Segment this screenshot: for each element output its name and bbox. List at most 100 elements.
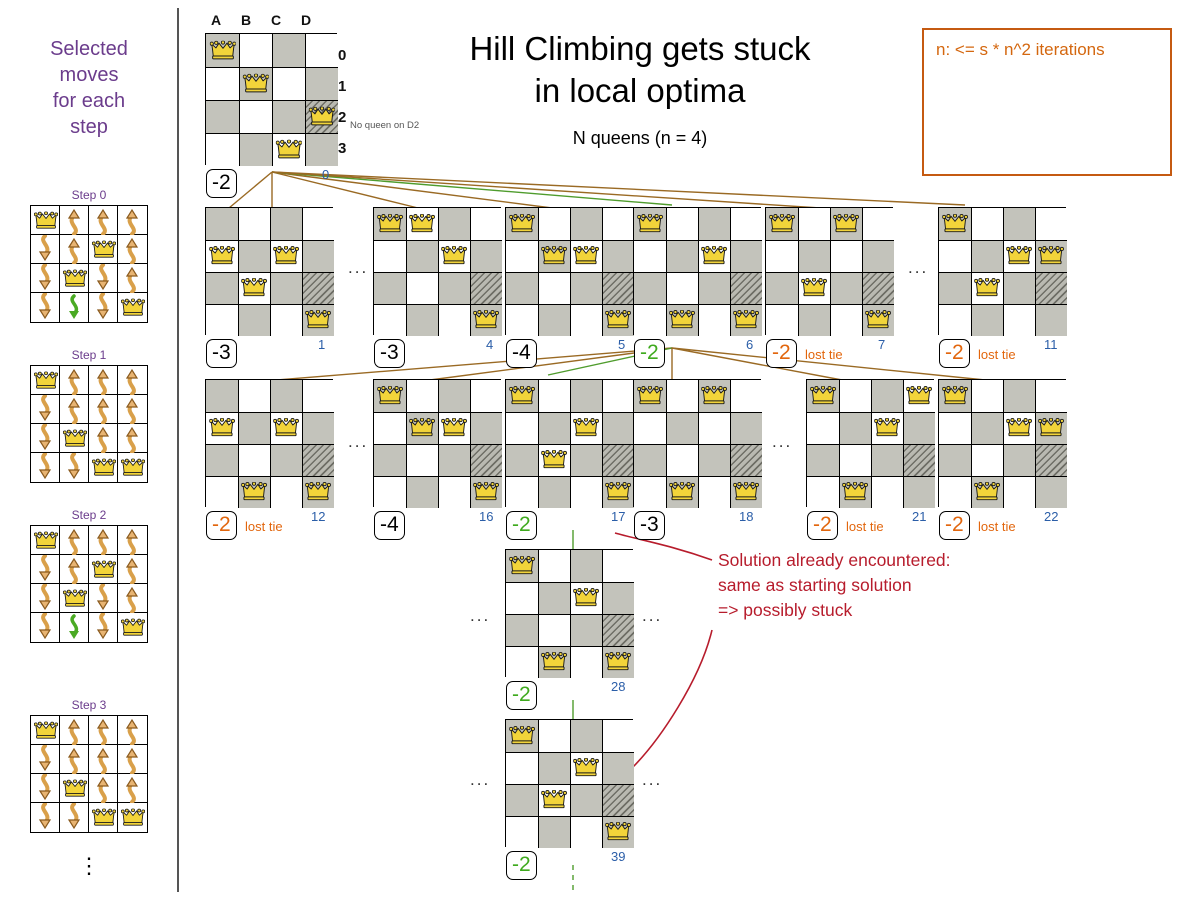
board-cell [538, 550, 570, 582]
queen-icon [810, 386, 836, 405]
queen-icon [409, 214, 435, 233]
sidebar-title-line-1: moves [59, 64, 119, 86]
candidate-move [60, 235, 89, 265]
board-cell [862, 208, 894, 240]
sidebar-step-3[interactable]: Step 3 [0, 698, 178, 833]
board-cell-blocked [602, 444, 634, 476]
board-cell [1003, 272, 1035, 304]
board-cell-blocked [1035, 272, 1067, 304]
queen-piece [506, 208, 538, 240]
candidate-move [60, 716, 89, 746]
queen-piece [971, 476, 1003, 508]
board-cell-blocked [302, 272, 334, 304]
queen-icon [209, 246, 235, 265]
move-arrow-icon [38, 292, 52, 320]
ellipsis: ... [470, 770, 491, 789]
chess-board [633, 207, 762, 336]
move-arrow-icon [125, 747, 139, 775]
grid-line [807, 476, 935, 477]
board-cell [206, 272, 238, 304]
board-cell [807, 476, 839, 508]
annotation-line-2: same as starting solution [718, 575, 912, 595]
queen-piece [438, 412, 470, 444]
queen-icon [541, 450, 567, 469]
queen-piece [971, 272, 1003, 304]
annotation-line-3: => possibly stuck [718, 600, 853, 620]
queen-piece [730, 476, 762, 508]
node-index: 7 [878, 337, 886, 352]
sidebar-title: Selected moves for each step [0, 36, 178, 140]
row-header-3: 3 [338, 140, 347, 157]
row-header-2: 2 [338, 109, 347, 126]
board-cell [1035, 476, 1067, 508]
board-cell [538, 412, 570, 444]
queen-piece [939, 208, 971, 240]
sidebar-step-1[interactable]: Step 1 [0, 348, 178, 483]
sidebar-step-2[interactable]: Step 2 [0, 508, 178, 643]
move-arrow-icon [67, 747, 81, 775]
candidate-move [31, 423, 60, 453]
board-cell [1003, 380, 1035, 412]
queen-icon [441, 418, 467, 437]
board-cell [698, 476, 730, 508]
board-cell [374, 272, 406, 304]
board-cell [862, 240, 894, 272]
mini-queen-piece [89, 555, 118, 584]
move-arrow-icon [38, 394, 52, 422]
mini-queen-piece [118, 803, 147, 832]
candidate-move [31, 234, 60, 264]
board-cell [570, 550, 602, 582]
lost-tie-tag: lost tie [978, 519, 1016, 534]
chess-board [373, 379, 502, 508]
board-cell [506, 752, 538, 784]
queen-icon [769, 214, 795, 233]
board-cell [830, 272, 862, 304]
score-badge: -3 [206, 339, 237, 368]
queen-icon [509, 556, 535, 575]
blocked-cell-note: No queen on D2 [350, 120, 420, 131]
queen-piece [374, 380, 406, 412]
board-cell [634, 272, 666, 304]
queen-piece [470, 304, 502, 336]
queen-icon [733, 310, 759, 329]
queen-icon [605, 482, 631, 501]
sidebar-title-line-0: Selected [50, 38, 128, 60]
board-cell [438, 272, 470, 304]
queen-piece [939, 380, 971, 412]
board-cell [270, 476, 302, 508]
ellipsis: ... [642, 770, 663, 789]
move-arrow-icon [125, 718, 139, 746]
board-cell [374, 304, 406, 336]
board-cell [406, 240, 438, 272]
queen-piece [698, 240, 730, 272]
queen-piece [270, 412, 302, 444]
selected-move-arrow-icon [69, 294, 79, 319]
board-cell [506, 646, 538, 678]
board-cell [470, 412, 502, 444]
board-cell [206, 476, 238, 508]
grid-line [939, 272, 1067, 273]
board-cell [698, 272, 730, 304]
sidebar-divider [177, 8, 179, 892]
queen-piece [903, 380, 935, 412]
grid-line [1035, 380, 1036, 508]
grid-line [602, 720, 603, 848]
grid-line [374, 304, 502, 305]
board-cell [206, 444, 238, 476]
board-cell [971, 380, 1003, 412]
board-cell [206, 100, 239, 133]
queen-icon [33, 531, 58, 549]
node-index: 21 [912, 509, 927, 524]
board-cell [939, 240, 971, 272]
board-cell [698, 412, 730, 444]
title-line-2: in local optima [534, 72, 746, 109]
board-cell [602, 752, 634, 784]
board-cell [302, 240, 334, 272]
board-cell [666, 272, 698, 304]
mini-board [30, 715, 148, 833]
queen-icon [33, 371, 58, 389]
node-index: 1 [318, 337, 326, 352]
sidebar-step-0[interactable]: Step 0 [0, 188, 178, 323]
queen-icon [409, 418, 435, 437]
node-index: 28 [611, 679, 626, 694]
